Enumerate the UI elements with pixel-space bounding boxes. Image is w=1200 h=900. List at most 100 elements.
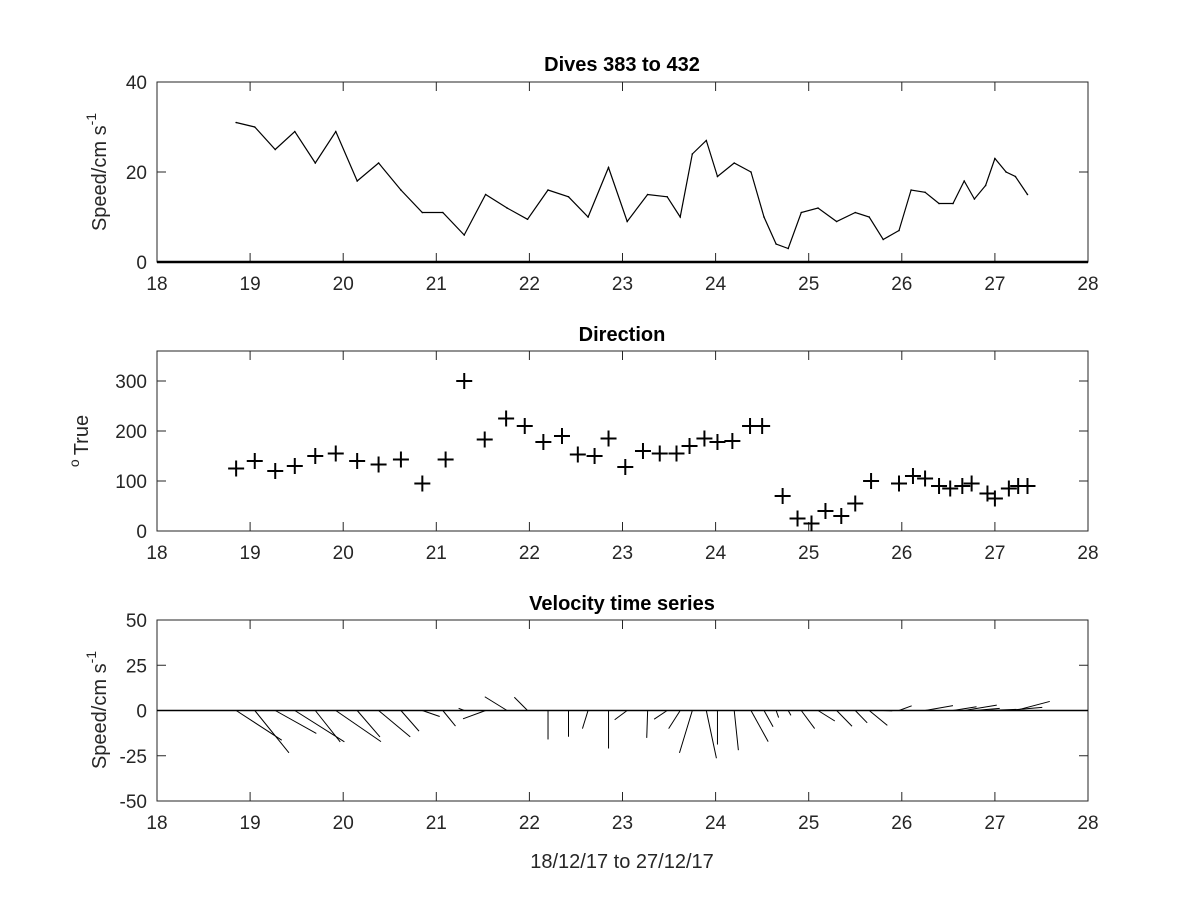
x-tick-label: 19 — [240, 813, 261, 834]
speed-point — [882, 238, 884, 241]
speed-point — [963, 180, 965, 182]
speed-point — [835, 220, 838, 223]
speed-panel-title: Dives 383 to 432 — [544, 54, 700, 76]
speed-point — [787, 247, 790, 250]
velocity-vector — [763, 710, 774, 728]
x-tick-label: 23 — [612, 543, 633, 564]
speed-point — [705, 139, 708, 142]
direction-marker — [634, 443, 651, 459]
speed-y-axis-label-superscript: -1 — [83, 113, 99, 126]
speed-point — [910, 189, 912, 191]
velocity-y-axis-label: Speed/cm s-1 — [83, 651, 111, 769]
speed-point — [750, 171, 752, 173]
direction-marker — [681, 438, 698, 454]
y-tick-label: 50 — [126, 611, 147, 632]
velocity-vector — [924, 705, 954, 711]
velocity-vector — [898, 705, 912, 711]
x-tick-label: 19 — [240, 274, 261, 295]
y-tick-label: -50 — [120, 792, 147, 813]
velocity-vector — [653, 710, 668, 720]
direction-marker — [931, 478, 948, 494]
velocity-panel-title: Velocity time series — [529, 593, 715, 615]
x-tick-label: 28 — [1077, 274, 1098, 295]
speed-point — [607, 166, 610, 169]
x-tick-label: 24 — [705, 543, 727, 564]
direction-marker — [1019, 478, 1036, 494]
x-tick-label: 21 — [426, 274, 447, 295]
direction-marker — [456, 373, 473, 389]
direction-marker — [709, 434, 726, 450]
direction-marker — [498, 410, 515, 427]
x-tick-label: 25 — [798, 813, 819, 834]
direction-marker — [228, 460, 245, 477]
direction-marker — [986, 490, 1003, 507]
speed-point — [463, 234, 466, 236]
speed-point — [400, 189, 402, 191]
y-tick-label: -25 — [120, 747, 147, 768]
y-tick-label: 40 — [126, 73, 147, 94]
x-tick-label: 21 — [426, 543, 447, 564]
direction-marker — [516, 418, 533, 434]
speed-point — [938, 202, 940, 205]
speed-point — [952, 202, 954, 205]
speed-point — [235, 121, 237, 124]
x-tick-label: 20 — [333, 543, 354, 564]
speed-point — [984, 184, 987, 187]
x-tick-label: 20 — [333, 274, 354, 295]
speed-point — [356, 180, 358, 182]
velocity-vector — [705, 710, 717, 759]
x-tick-label: 20 — [333, 813, 354, 834]
direction-marker — [307, 448, 324, 464]
speed-point — [973, 198, 976, 200]
direction-marker — [651, 445, 668, 462]
velocity-vector — [458, 707, 465, 711]
velocity-vector — [678, 710, 693, 753]
velocity-vector — [854, 710, 868, 724]
y-tick-label: 25 — [126, 656, 147, 677]
velocity-vector — [422, 710, 440, 717]
speed-point — [733, 162, 736, 164]
speed-point — [567, 195, 570, 198]
direction-y-axis-label: o True — [66, 415, 93, 467]
x-tick-label: 23 — [612, 274, 633, 295]
x-tick-label: 21 — [426, 813, 447, 834]
direction-marker — [942, 480, 959, 497]
direction-marker — [789, 510, 806, 527]
velocity-vector — [787, 710, 792, 716]
x-tick-label: 24 — [705, 274, 727, 295]
direction-marker — [286, 458, 303, 474]
direction-marker — [1000, 480, 1017, 497]
direction-marker — [668, 445, 685, 462]
speed-point — [377, 162, 380, 164]
velocity-y-axis-label-text: Speed/cm s — [89, 663, 111, 769]
x-tick-label: 22 — [519, 813, 540, 834]
speed-point — [994, 157, 996, 160]
speed-point — [1014, 175, 1017, 178]
velocity-vector — [750, 710, 769, 742]
direction-y-axis-label-superscript: o — [66, 459, 82, 467]
direction-marker — [954, 478, 971, 494]
speed-point — [506, 207, 508, 209]
speed-point — [775, 243, 777, 245]
direction-marker — [724, 433, 741, 449]
velocity-vector — [274, 710, 317, 734]
x-tick-label: 18 — [146, 813, 167, 834]
velocity-vector — [1006, 706, 1043, 711]
velocity-x-axis-label: 18/12/17 to 27/12/17 — [530, 851, 714, 873]
speed-point — [442, 211, 444, 214]
direction-marker — [535, 434, 552, 450]
direction-marker — [437, 451, 454, 468]
direction-marker — [891, 475, 908, 492]
speed-point — [646, 193, 649, 196]
direction-marker — [414, 475, 431, 492]
speed-y-axis-label-text: Speed/cm s — [89, 125, 111, 231]
velocity-vector — [378, 710, 411, 738]
velocity-vector — [462, 710, 486, 720]
y-tick-label: 300 — [115, 372, 147, 393]
velocity-vector — [775, 710, 780, 718]
velocity-panel: Velocity time series Speed/cm s-1 18/12/… — [83, 593, 1099, 873]
y-tick-label: 200 — [115, 422, 147, 443]
speed-point — [274, 148, 277, 151]
y-tick-label: 0 — [136, 253, 147, 274]
